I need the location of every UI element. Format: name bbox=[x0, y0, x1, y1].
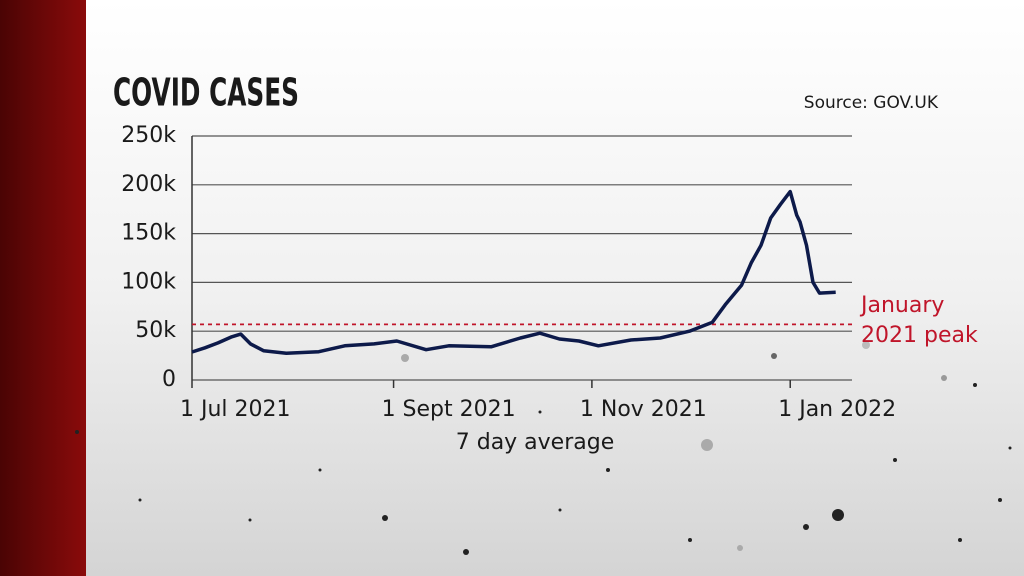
source: Source: GOV.UK bbox=[804, 93, 939, 113]
y-tick-label: 50k bbox=[135, 318, 176, 343]
x-tick-label: 1 Nov 2021 bbox=[580, 397, 707, 422]
y-tick-label: 100k bbox=[121, 269, 176, 294]
side-band bbox=[0, 0, 86, 576]
reference-label: 2021 peak bbox=[861, 323, 978, 348]
x-tick-label: 1 Jul 2021 bbox=[180, 397, 291, 422]
x-tick-label: 1 Sept 2021 bbox=[382, 397, 516, 422]
y-tick-label: 250k bbox=[121, 123, 176, 148]
chart-title: COVID CASES bbox=[113, 71, 299, 115]
line bbox=[191, 189, 836, 355]
speckles bbox=[75, 341, 1012, 555]
y-tick-label: 0 bbox=[162, 367, 176, 392]
y-tick-label: 150k bbox=[121, 221, 176, 246]
x-tick-label: 1 Jan 2022 bbox=[778, 397, 896, 422]
y-tick-label: 200k bbox=[121, 172, 176, 197]
reference-label: January bbox=[859, 293, 944, 318]
x-axis-label: 7 day average bbox=[456, 430, 615, 455]
